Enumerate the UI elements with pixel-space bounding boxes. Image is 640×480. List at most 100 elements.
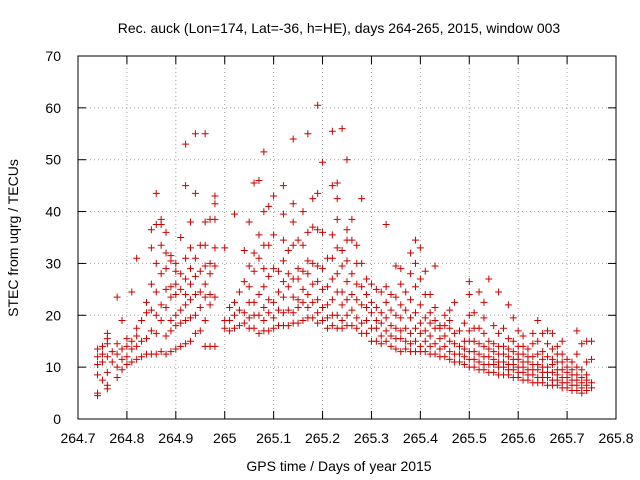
data-point	[353, 280, 361, 288]
data-point	[573, 327, 581, 335]
data-point	[500, 342, 508, 350]
data-point	[377, 288, 385, 296]
data-point	[353, 296, 361, 304]
data-point	[250, 267, 258, 275]
data-point	[353, 314, 361, 322]
data-point	[485, 275, 493, 283]
data-point	[270, 324, 278, 332]
data-point	[177, 306, 185, 314]
data-point	[201, 262, 209, 270]
data-point	[94, 389, 102, 397]
data-point	[348, 291, 356, 299]
data-point	[363, 291, 371, 299]
data-point	[455, 342, 463, 350]
data-point	[402, 324, 410, 332]
data-point	[103, 368, 111, 376]
data-point	[328, 275, 336, 283]
data-point	[147, 280, 155, 288]
data-point	[470, 337, 478, 345]
data-point	[392, 293, 400, 301]
data-point	[319, 316, 327, 324]
data-point	[416, 244, 424, 252]
x-tick-label: 264.9	[158, 430, 193, 446]
data-point	[94, 345, 102, 353]
data-point	[265, 272, 273, 280]
data-points	[94, 101, 596, 400]
data-point	[314, 262, 322, 270]
data-point	[128, 288, 136, 296]
data-point	[514, 327, 522, 335]
data-point	[397, 327, 405, 335]
data-point	[284, 283, 292, 291]
data-point	[319, 304, 327, 312]
data-point	[182, 254, 190, 262]
data-point	[431, 316, 439, 324]
y-tick-label: 20	[45, 307, 61, 323]
data-point	[250, 298, 258, 306]
data-point	[108, 348, 116, 356]
data-point	[421, 337, 429, 345]
data-point	[133, 332, 141, 340]
data-point	[377, 319, 385, 327]
data-point	[441, 311, 449, 319]
data-point	[323, 314, 331, 322]
data-point	[314, 226, 322, 234]
data-point	[455, 350, 463, 358]
data-point	[500, 324, 508, 332]
x-tick-label: 265.1	[256, 430, 291, 446]
data-point	[509, 314, 517, 322]
data-point	[441, 332, 449, 340]
data-point	[372, 304, 380, 312]
data-point	[177, 342, 185, 350]
data-point	[446, 316, 454, 324]
data-point	[133, 342, 141, 350]
data-point	[186, 280, 194, 288]
data-point	[226, 316, 234, 324]
x-tick-label: 265.6	[501, 430, 536, 446]
data-point	[387, 306, 395, 314]
data-point	[319, 228, 327, 236]
data-point	[392, 345, 400, 353]
data-point	[289, 135, 297, 143]
data-point	[245, 218, 253, 226]
data-point	[206, 301, 214, 309]
data-point	[558, 358, 566, 366]
data-point	[172, 311, 180, 319]
data-point	[245, 314, 253, 322]
data-point	[182, 291, 190, 299]
y-tick-label: 50	[45, 152, 61, 168]
data-point	[182, 275, 190, 283]
data-point	[255, 231, 263, 239]
data-point	[407, 249, 415, 257]
data-point	[309, 314, 317, 322]
data-point	[157, 215, 165, 223]
data-point	[152, 189, 160, 197]
data-point	[309, 259, 317, 267]
data-point	[260, 265, 268, 273]
data-point	[353, 324, 361, 332]
data-point	[455, 327, 463, 335]
data-point	[284, 306, 292, 314]
data-point	[138, 316, 146, 324]
data-point	[475, 340, 483, 348]
data-point	[519, 332, 527, 340]
data-point	[279, 236, 287, 244]
data-point	[451, 340, 459, 348]
data-point	[211, 293, 219, 301]
data-point	[162, 350, 170, 358]
data-point	[279, 210, 287, 218]
data-point	[348, 270, 356, 278]
data-point	[275, 306, 283, 314]
y-axis-tick-labels: 0 10 20 30 40 50 60 70	[45, 48, 61, 427]
data-point	[191, 189, 199, 197]
data-point	[372, 324, 380, 332]
data-point	[436, 335, 444, 343]
data-point	[338, 125, 346, 133]
data-point	[397, 335, 405, 343]
data-point	[299, 267, 307, 275]
data-point	[250, 179, 258, 187]
data-point	[226, 327, 234, 335]
data-point	[103, 353, 111, 361]
